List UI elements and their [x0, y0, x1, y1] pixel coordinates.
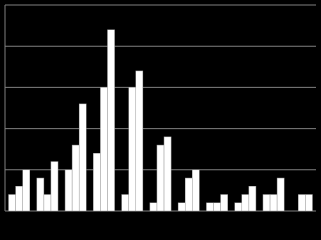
bar: [8, 194, 16, 212]
bar: [234, 202, 243, 212]
bar: [64, 169, 73, 212]
bar: [262, 194, 271, 212]
bar: [298, 194, 306, 212]
bar: [15, 186, 23, 212]
bar: [184, 177, 193, 212]
bar: [43, 194, 52, 212]
bar: [78, 103, 87, 212]
bar: [248, 186, 257, 212]
bar: [156, 144, 165, 212]
bar: [192, 169, 200, 212]
bar: [22, 169, 30, 212]
bar: [241, 194, 250, 212]
bar: [269, 194, 278, 212]
bar: [50, 161, 59, 212]
bar: [149, 202, 158, 212]
bar: [177, 202, 186, 212]
bar: [213, 202, 221, 212]
chart: [4, 4, 316, 212]
bar: [93, 153, 101, 212]
bar: [305, 194, 313, 212]
page: {"chart_data": {"type": "bar", "categori…: [4, 4, 316, 212]
bar: [71, 144, 80, 212]
bar: [100, 87, 108, 212]
bar: [128, 87, 137, 212]
bar: [206, 202, 214, 212]
bar: [220, 194, 228, 212]
bar: [163, 136, 172, 212]
bar: [107, 29, 115, 212]
bar: [276, 177, 285, 212]
bar: [121, 194, 129, 212]
bar: [36, 177, 45, 212]
bar: [135, 70, 144, 212]
